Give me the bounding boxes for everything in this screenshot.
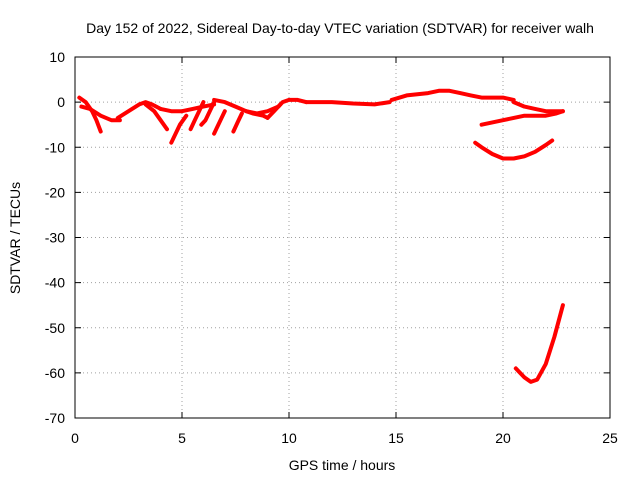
- series-trace-12: [244, 109, 270, 120]
- y-tick-label: 0: [57, 94, 65, 110]
- series-trace-16: [389, 88, 516, 102]
- series-trace-3: [115, 100, 163, 120]
- y-tick-label: -10: [45, 139, 65, 155]
- y-tick-label: -30: [45, 230, 65, 246]
- x-tick-label: 20: [495, 430, 511, 446]
- series-trace-9: [212, 109, 227, 136]
- x-axis-label: GPS time / hours: [289, 457, 396, 473]
- chart-title: Day 152 of 2022, Sidereal Day-to-day VTE…: [86, 20, 594, 36]
- tick-marks: [74, 56, 611, 419]
- x-tick-labels: 0 5 10 15 20 25: [71, 430, 618, 446]
- x-tick-label: 0: [71, 430, 79, 446]
- y-tick-label: -60: [45, 365, 65, 381]
- series-group: [77, 88, 565, 384]
- y-tick-label: -50: [45, 320, 65, 336]
- x-tick-label: 10: [281, 430, 297, 446]
- x-tick-label: 25: [602, 430, 618, 446]
- series-trace-8: [199, 100, 217, 127]
- series-trace-7: [188, 100, 206, 132]
- series-trace-17: [511, 100, 565, 114]
- series-trace-4: [143, 102, 169, 132]
- grid: [75, 57, 610, 418]
- x-tick-label: 15: [388, 430, 404, 446]
- series-trace-14: [265, 102, 283, 120]
- series-trace-20: [513, 303, 565, 384]
- series-trace-5: [158, 102, 217, 114]
- y-tick-labels: 10 0 -10 -20 -30 -40 -50 -60 -70: [45, 49, 65, 426]
- series-trace-2: [79, 104, 122, 123]
- series-trace-13: [276, 97, 309, 109]
- series-trace-19: [473, 138, 555, 161]
- series-trace-11: [231, 111, 244, 134]
- y-axis-label: SDTVAR / TECUs: [7, 182, 23, 294]
- y-tick-label: -40: [45, 275, 65, 291]
- series-trace-18: [479, 109, 565, 127]
- x-tick-label: 5: [178, 430, 186, 446]
- series-trace-15: [304, 100, 392, 107]
- y-tick-label: -20: [45, 184, 65, 200]
- y-tick-label: 10: [49, 49, 65, 65]
- y-tick-label: -70: [45, 410, 65, 426]
- series-trace-6: [169, 113, 189, 145]
